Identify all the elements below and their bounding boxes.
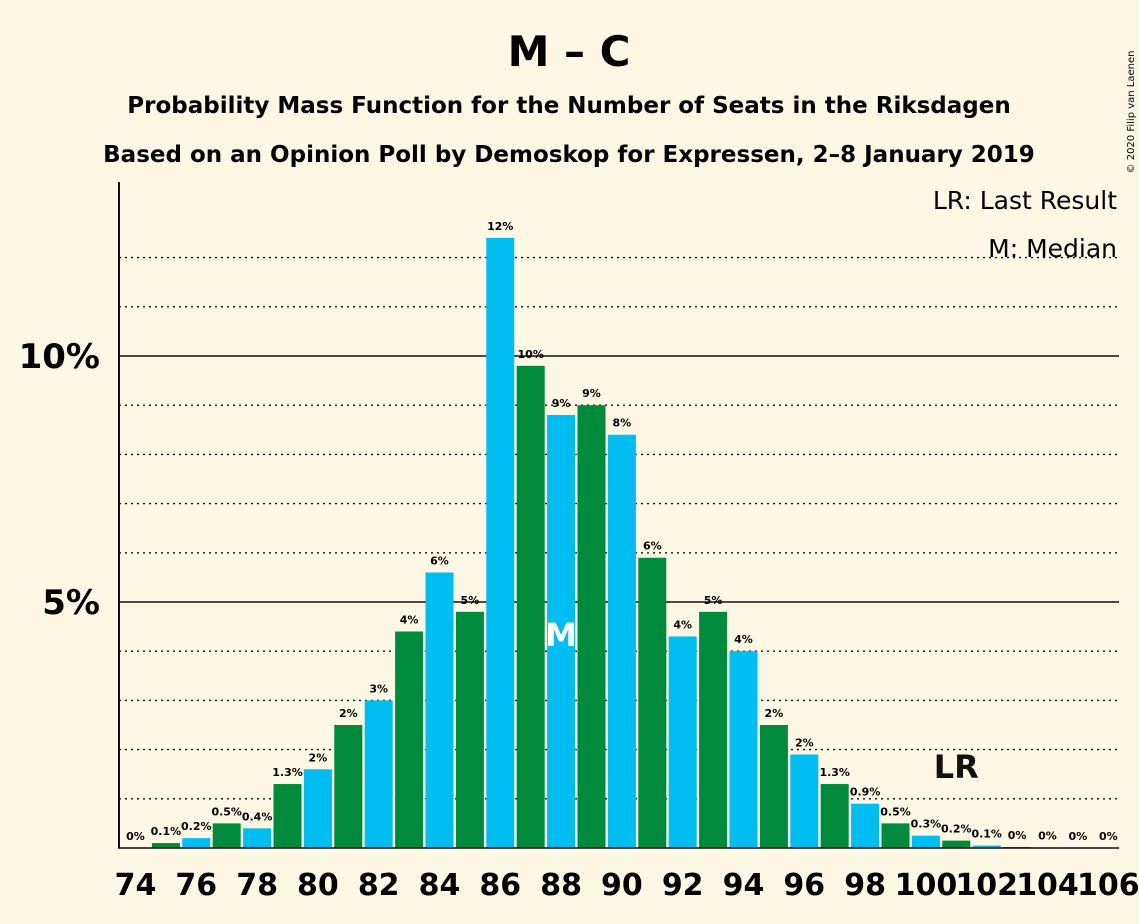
bar-label-seat-106: 0% bbox=[1099, 830, 1118, 843]
bar-seat-102 bbox=[972, 845, 1001, 848]
bar-seat-99 bbox=[881, 823, 910, 848]
bar-seat-84 bbox=[425, 572, 454, 848]
bar-label-seat-84: 6% bbox=[430, 554, 449, 567]
bar-label-seat-88: 9% bbox=[552, 397, 571, 410]
x-tick-label: 94 bbox=[723, 868, 765, 903]
x-tick-label: 96 bbox=[783, 868, 825, 903]
bar-label-seat-74: 0% bbox=[126, 830, 145, 843]
x-tick-label: 100 bbox=[895, 868, 958, 903]
copyright-note: © 2020 Filip van Laenen bbox=[1126, 51, 1137, 174]
x-tick-label: 88 bbox=[540, 868, 582, 903]
bar-seat-92 bbox=[668, 636, 697, 848]
bar-seat-86 bbox=[486, 237, 515, 849]
bar-seat-89 bbox=[577, 405, 606, 848]
bar-seat-101 bbox=[942, 840, 971, 848]
bar-label-seat-81: 2% bbox=[339, 707, 358, 720]
x-tick-label: 76 bbox=[175, 868, 217, 903]
x-tick-label: 92 bbox=[662, 868, 704, 903]
bar-label-seat-78: 0.4% bbox=[242, 810, 273, 823]
bar-seat-88 bbox=[547, 415, 576, 848]
x-tick-label: 102 bbox=[955, 868, 1018, 903]
x-tick-label: 98 bbox=[844, 868, 886, 903]
y-axis-tick-labels: 5% 10% bbox=[19, 337, 100, 623]
bar-seat-93 bbox=[699, 611, 728, 848]
bar-seat-75 bbox=[151, 843, 180, 848]
x-tick-label: 80 bbox=[297, 868, 339, 903]
bar-label-seat-90: 8% bbox=[613, 417, 632, 430]
bar-label-seat-101: 0.2% bbox=[941, 823, 972, 836]
bar-seat-91 bbox=[638, 557, 667, 848]
bar-label-seat-77: 0.5% bbox=[211, 805, 242, 818]
bar-label-seat-79: 1.3% bbox=[272, 766, 303, 779]
bar-label-seat-83: 4% bbox=[400, 614, 419, 627]
bar-label-seat-92: 4% bbox=[673, 618, 692, 631]
x-tick-label: 106 bbox=[1077, 868, 1139, 903]
bar-label-seat-75: 0.1% bbox=[151, 825, 182, 838]
bar-seat-79 bbox=[273, 784, 302, 848]
bar-label-seat-98: 0.9% bbox=[850, 786, 881, 799]
bar-seat-94 bbox=[729, 651, 758, 848]
bar-label-seat-97: 1.3% bbox=[819, 766, 850, 779]
bar-label-seat-100: 0.3% bbox=[911, 818, 942, 831]
bar-label-seat-85: 5% bbox=[461, 594, 480, 607]
last-result-marker: LR bbox=[934, 748, 979, 786]
bar-label-seat-89: 9% bbox=[582, 387, 601, 400]
bar-seat-90 bbox=[607, 434, 636, 848]
y-tick-label: 10% bbox=[19, 337, 100, 377]
bar-label-seat-93: 5% bbox=[704, 594, 723, 607]
bar-label-seat-96: 2% bbox=[795, 737, 814, 750]
bar-label-seat-94: 4% bbox=[734, 633, 753, 646]
bar-label-seat-76: 0.2% bbox=[181, 820, 212, 833]
bar-seat-85 bbox=[455, 611, 484, 848]
x-tick-label: 104 bbox=[1016, 868, 1079, 903]
bar-label-seat-99: 0.5% bbox=[880, 805, 911, 818]
chart-title: M – C bbox=[508, 27, 631, 76]
x-tick-label: 90 bbox=[601, 868, 643, 903]
bar-seat-83 bbox=[395, 631, 424, 848]
bar-seat-77 bbox=[212, 823, 241, 848]
bar-label-seat-86: 12% bbox=[487, 220, 513, 233]
bar-label-seat-80: 2% bbox=[309, 751, 328, 764]
bar-label-seat-102: 0.1% bbox=[971, 828, 1002, 841]
y-tick-label: 5% bbox=[42, 583, 100, 623]
bar-seat-87 bbox=[516, 365, 545, 848]
bars bbox=[151, 237, 1062, 849]
bar-label-seat-104: 0% bbox=[1038, 830, 1057, 843]
bar-label-seat-87: 10% bbox=[518, 348, 544, 361]
legend-last-result: LR: Last Result bbox=[933, 186, 1117, 215]
bar-seat-80 bbox=[303, 769, 332, 848]
bar-label-seat-95: 2% bbox=[765, 707, 784, 720]
bar-label-seat-105: 0% bbox=[1069, 830, 1088, 843]
x-tick-label: 84 bbox=[419, 868, 461, 903]
bar-value-labels: 0% 0.1% 0.2%0.5% 0.4%1.3%2%2%3%4%6%5%12%10%… bbox=[126, 220, 1117, 843]
x-tick-label: 74 bbox=[115, 868, 157, 903]
bar-label-seat-91: 6% bbox=[643, 540, 662, 553]
median-marker: M bbox=[545, 616, 577, 654]
bar-seat-100 bbox=[911, 835, 940, 848]
bar-seat-76 bbox=[182, 838, 211, 848]
bar-seat-97 bbox=[820, 784, 849, 848]
bar-label-seat-82: 3% bbox=[369, 682, 388, 695]
chart-subtitle-poll: Based on an Opinion Poll by Demoskop for… bbox=[103, 142, 1035, 168]
bar-seat-81 bbox=[334, 725, 363, 848]
x-tick-label: 82 bbox=[358, 868, 400, 903]
x-tick-label: 86 bbox=[479, 868, 521, 903]
bar-label-seat-103: 0% bbox=[1008, 829, 1027, 842]
chart-subtitle: Probability Mass Function for the Number… bbox=[127, 93, 1010, 119]
bar-seat-96 bbox=[790, 754, 819, 848]
legend-median: M: Median bbox=[988, 234, 1117, 263]
bar-seat-82 bbox=[364, 700, 393, 848]
x-tick-label: 78 bbox=[236, 868, 278, 903]
bar-seat-98 bbox=[851, 803, 880, 848]
bar-seat-78 bbox=[243, 828, 272, 848]
bar-seat-95 bbox=[759, 725, 788, 848]
